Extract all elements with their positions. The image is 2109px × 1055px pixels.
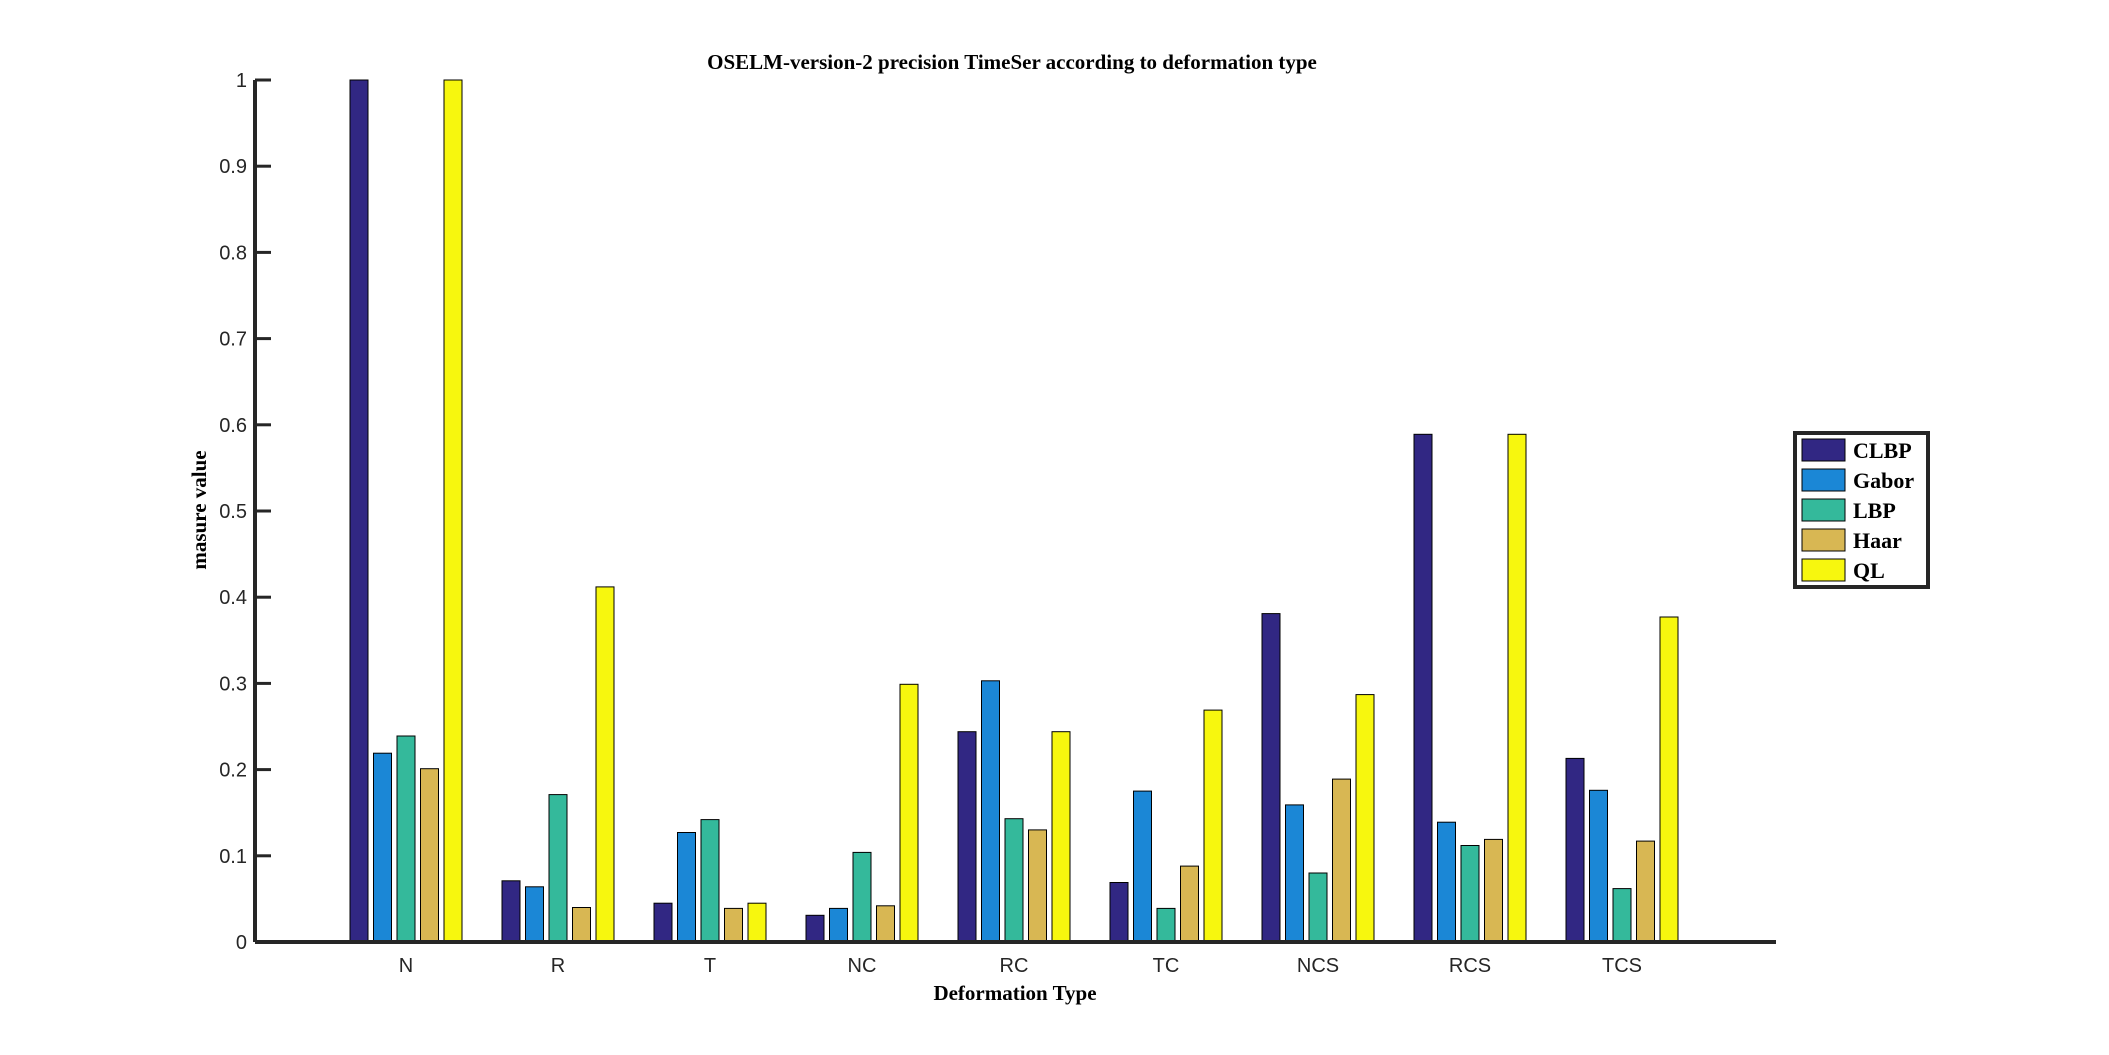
y-tick-label: 0.8 <box>219 242 247 264</box>
legend: CLBP Gabor LBP Haar QL <box>1793 431 1930 589</box>
y-tick-label: 0.1 <box>219 846 247 868</box>
bar-haar-tc <box>1180 865 1199 943</box>
bar-clbp-tc <box>1109 882 1129 943</box>
bar-gabor-r <box>525 886 544 943</box>
bar-lbp-tcs <box>1612 888 1632 943</box>
chart-title: OSELM-version-2 precision TimeSer accord… <box>707 50 1317 74</box>
bar-clbp-rc <box>957 731 977 943</box>
bar-ql-t <box>747 902 767 943</box>
y-tick-label: 0.7 <box>219 329 247 351</box>
legend-swatch-haar <box>1801 528 1846 552</box>
bar-gabor-tcs <box>1589 789 1608 943</box>
x-tick-label: R <box>551 955 565 977</box>
bar-haar-ncs <box>1332 778 1351 943</box>
bar-haar-nc <box>876 905 895 943</box>
bar-ql-n <box>443 79 463 943</box>
bar-lbp-rcs <box>1460 845 1480 943</box>
legend-swatch-lbp <box>1801 498 1846 522</box>
bar-lbp-r <box>548 794 568 943</box>
bar-haar-rcs <box>1484 838 1503 943</box>
bar-clbp-t <box>653 902 673 943</box>
bar-ql-rc <box>1051 731 1071 943</box>
x-tick-label: NC <box>848 955 877 977</box>
bar-ql-ncs <box>1355 694 1375 943</box>
legend-swatch-ql <box>1801 558 1846 582</box>
bar-lbp-nc <box>852 851 872 943</box>
legend-label-lbp: LBP <box>1853 498 1896 523</box>
legend-swatch-gabor <box>1801 468 1846 492</box>
y-tick-label: 0.6 <box>219 415 247 437</box>
legend-label-clbp: CLBP <box>1853 438 1912 463</box>
y-tick-label: 0.4 <box>219 587 247 609</box>
bar-clbp-n <box>349 79 369 943</box>
x-tick-label: TC <box>1153 955 1180 977</box>
x-tick-label: T <box>704 955 716 977</box>
legend-label-haar: Haar <box>1853 528 1902 553</box>
bar-gabor-nc <box>829 907 848 943</box>
legend-swatch-clbp <box>1801 438 1846 462</box>
bar-haar-r <box>572 907 591 943</box>
bar-clbp-r <box>501 880 521 943</box>
bar-haar-t <box>724 907 743 943</box>
y-tick-label: 0.3 <box>219 673 247 695</box>
y-tick-label: 0.2 <box>219 760 247 782</box>
bar-gabor-rcs <box>1437 821 1456 943</box>
x-axis: N R T NC RC TC NCS RCS TCS <box>255 940 1776 977</box>
x-tick-label: RCS <box>1449 955 1491 977</box>
y-tick-label: 0.9 <box>219 156 247 178</box>
y-tick-label: 0.5 <box>219 501 247 523</box>
x-axis-label: Deformation Type <box>933 981 1096 1005</box>
bar-ql-rcs <box>1507 433 1527 943</box>
bar-clbp-nc <box>805 914 825 943</box>
bar-clbp-tcs <box>1565 757 1585 943</box>
bar-lbp-ncs <box>1308 872 1328 943</box>
bar-lbp-tc <box>1156 907 1176 943</box>
bar-lbp-rc <box>1004 818 1024 943</box>
y-axis-label: masure value <box>187 450 211 569</box>
bar-haar-rc <box>1028 829 1047 943</box>
legend-label-gabor: Gabor <box>1853 468 1914 493</box>
y-axis: 0 0.1 0.2 0.3 0.4 0.5 0.6 0.7 0.8 0.9 1 <box>219 70 271 954</box>
bar-gabor-rc <box>981 680 1000 943</box>
y-tick-label: 1 <box>236 70 247 92</box>
x-tick-label: TCS <box>1602 955 1642 977</box>
bar-lbp-t <box>700 819 720 943</box>
bar-lbp-n <box>396 735 416 943</box>
x-tick-label: NCS <box>1297 955 1339 977</box>
bars-group <box>349 79 1679 943</box>
legend-label-ql: QL <box>1853 558 1885 583</box>
x-tick-label: RC <box>1000 955 1029 977</box>
bar-ql-nc <box>899 683 919 943</box>
bar-gabor-tc <box>1133 790 1152 943</box>
bar-haar-tcs <box>1636 840 1655 943</box>
bar-gabor-ncs <box>1285 804 1304 943</box>
bar-gabor-t <box>677 832 696 943</box>
bar-gabor-n <box>373 752 392 943</box>
bar-ql-tcs <box>1659 616 1679 943</box>
bar-clbp-rcs <box>1413 433 1433 943</box>
bar-clbp-ncs <box>1261 613 1281 943</box>
bar-haar-n <box>420 768 439 943</box>
bar-ql-r <box>595 586 615 943</box>
x-tick-label: N <box>399 955 413 977</box>
bar-ql-tc <box>1203 709 1223 943</box>
y-tick-label: 0 <box>236 932 247 954</box>
